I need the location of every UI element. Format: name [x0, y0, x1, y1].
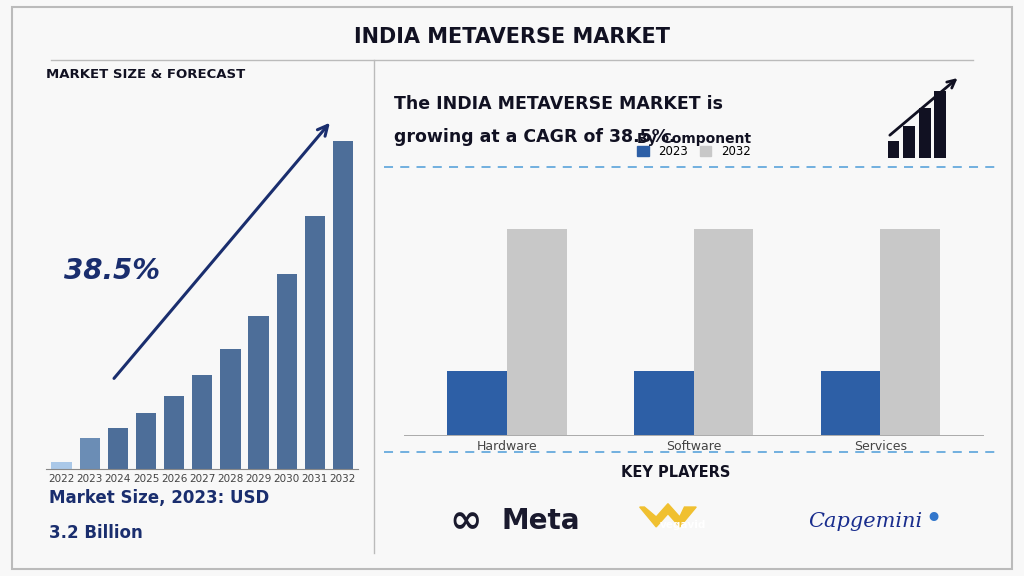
Bar [333, 141, 353, 469]
Text: Market Size, 2023: USD: Market Size, 2023: USD [49, 489, 269, 507]
Bar [80, 438, 99, 469]
Bar [820, 370, 881, 435]
Bar [136, 414, 156, 469]
Bar [934, 90, 946, 158]
Bar [193, 375, 212, 469]
Text: •: • [925, 505, 943, 534]
Bar [888, 141, 899, 158]
Text: growing at a CAGR of 38.5%.: growing at a CAGR of 38.5%. [394, 128, 676, 146]
Bar [919, 108, 931, 158]
Bar [164, 396, 184, 469]
Text: vegavid: vegavid [660, 520, 707, 530]
Text: MARKET SIZE & FORECAST: MARKET SIZE & FORECAST [46, 68, 246, 81]
Bar [108, 429, 128, 469]
Text: Capgemini: Capgemini [808, 512, 923, 530]
Bar [507, 229, 567, 435]
Polygon shape [640, 503, 696, 527]
Bar [634, 370, 694, 435]
Bar [51, 462, 72, 469]
Bar [903, 126, 915, 158]
Text: Meta: Meta [502, 507, 581, 535]
Bar [220, 349, 241, 469]
Text: INDIA METAVERSE MARKET: INDIA METAVERSE MARKET [354, 28, 670, 47]
Bar [305, 217, 325, 469]
Title: By Component: By Component [637, 132, 751, 146]
Text: ∞: ∞ [450, 502, 482, 540]
Bar [276, 274, 297, 469]
Text: The INDIA METAVERSE MARKET is: The INDIA METAVERSE MARKET is [394, 94, 723, 113]
Text: 38.5%: 38.5% [65, 257, 160, 285]
Bar [447, 370, 507, 435]
Bar [694, 229, 754, 435]
Bar [249, 316, 268, 469]
Legend: 2023, 2032: 2023, 2032 [632, 140, 756, 162]
Text: KEY PLAYERS: KEY PLAYERS [622, 465, 730, 480]
Bar [881, 229, 940, 435]
Text: 3.2 Billion: 3.2 Billion [49, 524, 143, 542]
